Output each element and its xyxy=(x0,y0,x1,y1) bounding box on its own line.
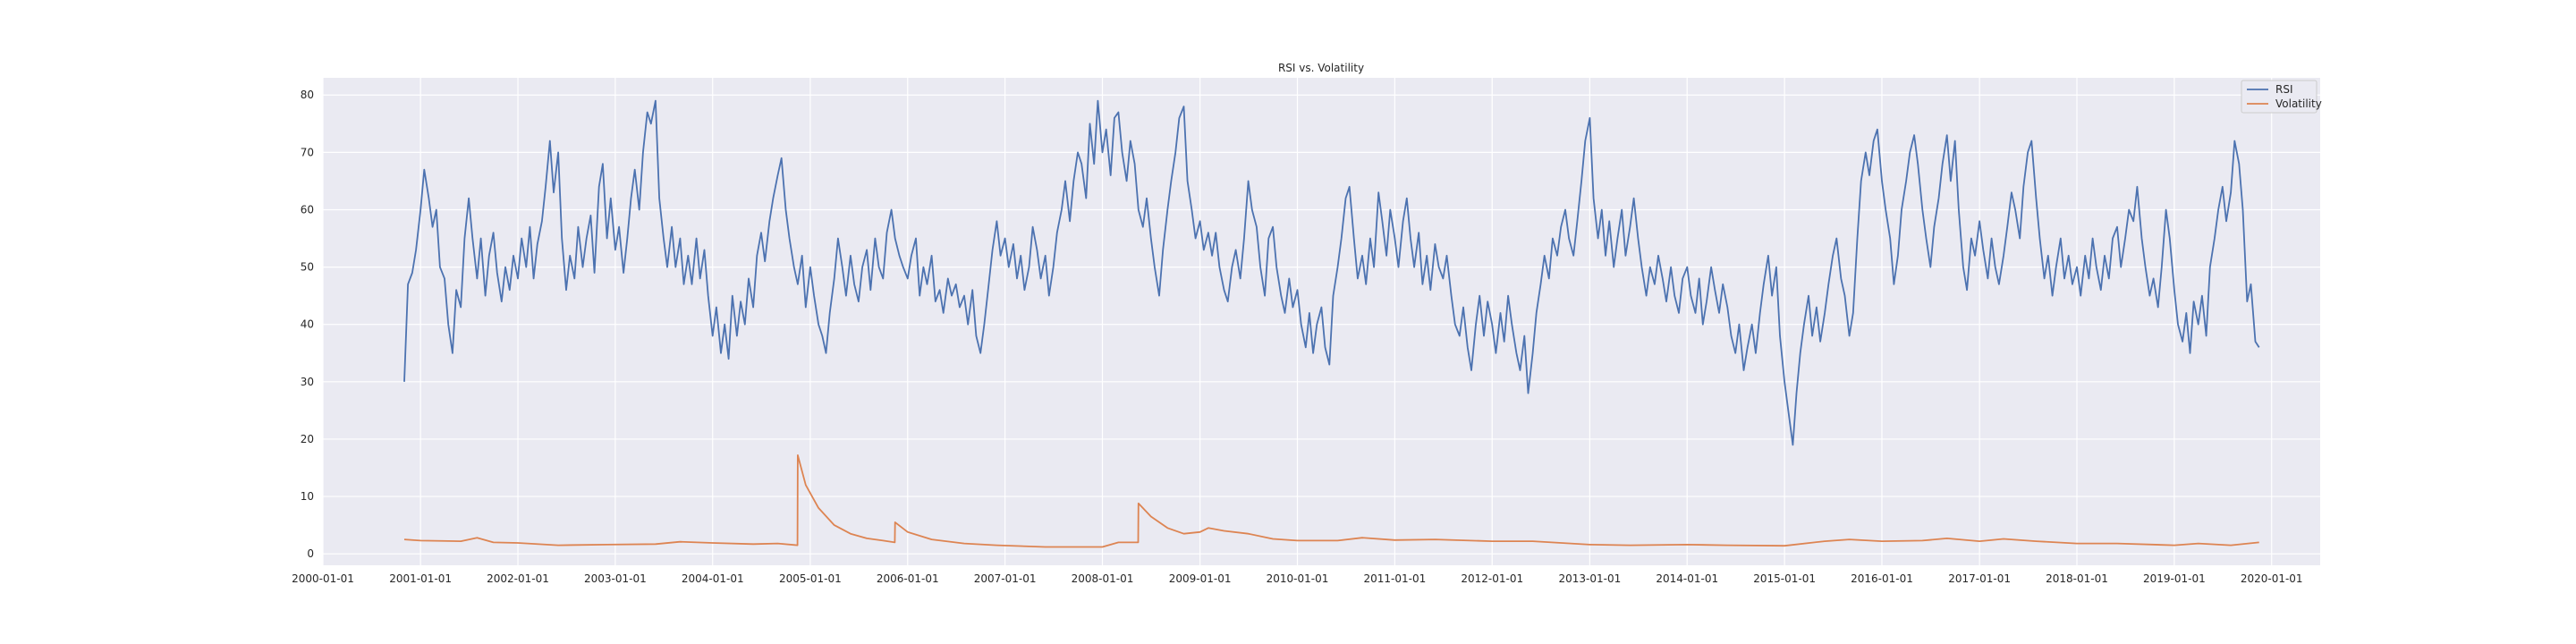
series-layer xyxy=(403,99,2260,548)
y-gridlines xyxy=(323,94,2320,555)
y-tick-label: 50 xyxy=(301,261,314,274)
x-tick-label: 2020-01-01 xyxy=(2241,572,2303,585)
chart-title: RSI vs. Volatility xyxy=(1278,62,1364,74)
y-tick-label: 80 xyxy=(301,89,314,101)
y-tick-label: 20 xyxy=(301,433,314,445)
y-tick-label: 40 xyxy=(301,318,314,331)
x-tick-label: 2013-01-01 xyxy=(1559,572,1622,585)
x-tick-label: 2015-01-01 xyxy=(1753,572,1816,585)
x-gridlines xyxy=(322,78,2273,565)
x-tick-label: 2006-01-01 xyxy=(877,572,939,585)
x-tick-label: 2017-01-01 xyxy=(1948,572,2011,585)
series-line-rsi xyxy=(403,99,2260,446)
x-tick-label: 2003-01-01 xyxy=(584,572,647,585)
y-tick-label: 10 xyxy=(301,490,314,503)
x-tick-label: 2000-01-01 xyxy=(292,572,354,585)
x-tick-label: 2007-01-01 xyxy=(974,572,1037,585)
x-tick-label: 2008-01-01 xyxy=(1072,572,1134,585)
legend-label-rsi: RSI xyxy=(2275,83,2293,96)
x-tick-labels: 2000-01-01 2001-01-01 2002-01-01 2003-01-01… xyxy=(292,572,2302,585)
x-tick-label: 2004-01-01 xyxy=(682,572,744,585)
x-tick-label: 2014-01-01 xyxy=(1656,572,1718,585)
x-tick-label: 2019-01-01 xyxy=(2143,572,2206,585)
y-tick-label: 0 xyxy=(307,547,314,560)
x-tick-label: 2009-01-01 xyxy=(1169,572,1232,585)
y-tick-label: 30 xyxy=(301,376,314,388)
legend-label-volatility: Volatility xyxy=(2275,97,2322,110)
x-tick-label: 2016-01-01 xyxy=(1851,572,1913,585)
x-tick-label: 2011-01-01 xyxy=(1363,572,1426,585)
x-tick-label: 2010-01-01 xyxy=(1267,572,1329,585)
x-tick-label: 2001-01-01 xyxy=(389,572,452,585)
x-tick-label: 2012-01-01 xyxy=(1461,572,1523,585)
x-tick-label: 2005-01-01 xyxy=(779,572,842,585)
y-tick-labels: 0 10 20 30 40 50 60 70 80 xyxy=(301,89,314,560)
series-line-volatility xyxy=(403,453,2259,548)
legend: RSI Volatility xyxy=(2241,80,2322,114)
x-tick-label: 2018-01-01 xyxy=(2046,572,2108,585)
x-tick-label: 2002-01-01 xyxy=(487,572,549,585)
plot-background xyxy=(323,78,2320,565)
legend-box xyxy=(2241,80,2318,114)
y-tick-label: 70 xyxy=(301,146,314,158)
y-tick-label: 60 xyxy=(301,203,314,216)
